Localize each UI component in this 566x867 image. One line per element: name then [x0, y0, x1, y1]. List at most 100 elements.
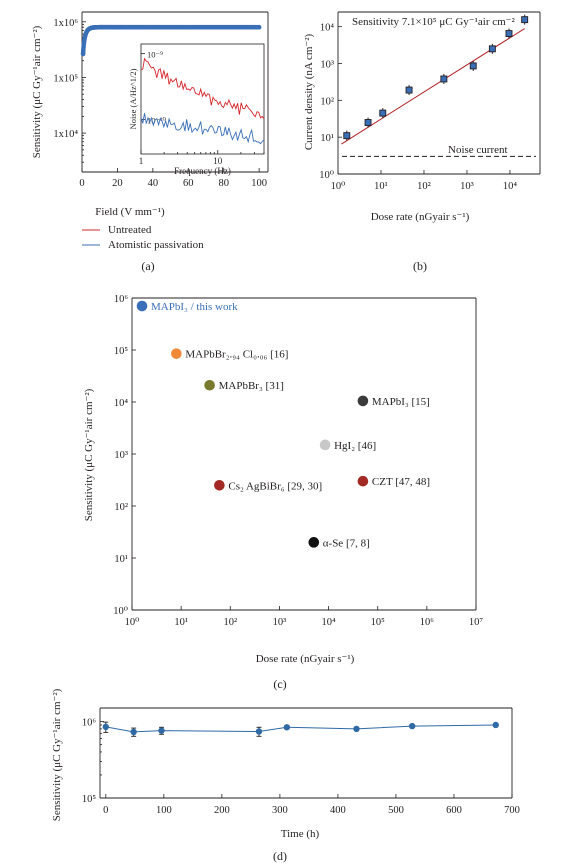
panel-d-x-tick-label: 500: [388, 805, 404, 816]
panel-d-x-label: Time (h): [281, 828, 320, 840]
panel-a-x-tick-label: 0: [79, 178, 84, 189]
inset-passivation-line: [140, 113, 265, 145]
panel-a-x-tick-label: 100: [251, 178, 267, 189]
panel-b-ticks: 10⁰ 10¹ 10² 10³ 10⁴ 10⁰ 10¹ 10² 10³ 10⁴: [319, 23, 517, 192]
panel-c-y-tick-label: 10⁰: [113, 606, 128, 617]
panel-c-point: [204, 379, 215, 391]
panel-b-y-tick-label: 10⁰: [319, 170, 334, 181]
panel-b-y-tick-label: 10¹: [320, 133, 334, 144]
panel-c-point-label: MAPbI₃ / this work: [151, 301, 238, 313]
panel-b-point: [469, 62, 477, 70]
panel-a-point: [256, 24, 262, 30]
panel-b-y-tick-label: 10³: [320, 59, 334, 70]
panel-c-point-label: CZT [47, 48]: [372, 476, 430, 488]
panel-d-x-tick-label: 200: [214, 805, 230, 816]
panel-d-x-tick-label: 100: [156, 805, 172, 816]
inset-y-label: Noise (A/Hz^1/2): [128, 68, 138, 129]
panel-d-point: [408, 722, 416, 730]
panel-b-annotation: Sensitivity 7.1×10⁵ μC Gy⁻¹air cm⁻²: [352, 16, 515, 28]
noise-current-label: Noise current: [448, 144, 508, 156]
panel-c-point-label: Cs₂ AgBiBr₆ [29, 30]: [228, 480, 322, 492]
panel-b-y-label: Current density (nA cm⁻²): [303, 34, 315, 151]
panel-b-point: [488, 45, 496, 53]
panel-b-point: [440, 75, 448, 83]
panel-d-ticks: 0 100 200 300 400 500 600 700 10⁵ 10⁶: [82, 717, 520, 816]
panel-b-x-tick-label: 10⁴: [503, 181, 518, 192]
panel-b-x-label: Dose rate (nGyair s⁻¹): [371, 211, 470, 223]
panel-c-x-tick-label: 10⁵: [371, 617, 386, 628]
panel-c-point: [357, 395, 369, 407]
panel-a-y-tick-label: 1x10⁴: [53, 129, 78, 140]
panel-d-point: [353, 725, 360, 733]
panel-a-caption: (a): [141, 259, 154, 273]
panel-b-point: [379, 109, 387, 117]
panel-c-point: [308, 537, 320, 548]
panel-c-point: [319, 439, 331, 451]
panel-d-caption: (d): [273, 849, 287, 863]
legend-untreated-label: Untreated: [108, 224, 152, 236]
panel-c-x-tick-label: 10³: [273, 617, 287, 628]
panel-c-x-tick-label: 10²: [223, 617, 237, 628]
panel-a-x-tick-label: 80: [218, 178, 229, 189]
panel-a-inset: 1 10 10⁻⁹ 10⁻¹⁰ Frequency (Hz) Noise (A/Hz^1/…: [128, 50, 265, 176]
panel-d-x-tick-label: 400: [330, 805, 346, 816]
panel-b-caption: (b): [413, 259, 427, 273]
panel-c-point-label: MAPbBr₂.₉₄ Cl₀.₀₆ [16]: [185, 349, 288, 361]
panel-c-y-tick-label: 10¹: [114, 554, 128, 565]
panel-c-point-label: HgI₂ [46]: [334, 440, 376, 452]
panel-c-x-tick-label: 10⁷: [469, 617, 484, 628]
inset-untreated-line: [140, 57, 265, 119]
panel-c-point: [357, 475, 369, 487]
panel-b-chart: 10⁰ 10¹ 10² 10³ 10⁴ 10⁰ 10¹ 10² 10³ 10⁴ Sensitivi…: [303, 11, 541, 273]
panel-d-series: [102, 721, 499, 737]
panel-a-x-tick-label: 40: [148, 178, 159, 189]
panel-c-point-label: MAPbI₃ [15]: [372, 396, 430, 408]
panel-b-x-tick-label: 10³: [460, 181, 474, 192]
panel-b-x-tick-label: 10²: [417, 181, 431, 192]
panel-a-ticks: 0 20 40 60 80 100 1x10⁴ 1x10⁵ 1x10⁶: [53, 18, 267, 189]
panel-d-y-label: Sensitivity (μC Gy⁻¹air cm⁻²): [51, 688, 63, 821]
panel-b-y-tick-label: 10⁴: [320, 23, 335, 34]
panel-b-y-tick-label: 10²: [320, 96, 334, 107]
panel-d-x-tick-label: 700: [504, 805, 520, 816]
panel-c-y-tick-label: 10⁴: [114, 398, 129, 409]
panel-a-y-tick-label: 1x10⁶: [53, 18, 78, 29]
inset-x-tick-label: 10: [213, 156, 223, 166]
panel-c-point: [171, 348, 182, 359]
panel-b-point: [405, 86, 413, 94]
panel-c-x-tick-label: 10⁴: [321, 617, 336, 628]
panel-b-point: [505, 30, 513, 37]
panel-c-y-label: Sensitivity (μC Gy⁻¹air cm⁻²): [83, 388, 95, 521]
panel-c-chart: 10⁰ 10¹ 10² 10³ 10⁴ 10⁵ 10⁶ 10⁷ 10⁰ 10¹ 10² 10³ 10⁴ 1…: [83, 294, 483, 691]
panel-d-point: [283, 724, 291, 731]
panel-d-y-tick-label: 10⁶: [82, 717, 97, 728]
panel-d-x-tick-label: 0: [103, 805, 108, 816]
panel-c-point: [214, 480, 225, 491]
panel-c-y-tick-label: 10²: [114, 502, 128, 513]
panel-c-y-tick-label: 10³: [114, 450, 128, 461]
inset-x-label: Frequency (Hz): [174, 166, 231, 176]
panel-d-point: [492, 721, 499, 729]
panel-b-series: [341, 14, 536, 157]
panel-a-x-tick-label: 60: [183, 178, 194, 189]
panel-b-point: [521, 16, 529, 24]
panel-c-point-label: α-Se [7, 8]: [323, 537, 370, 549]
panel-c-point-label: MAPbBr₃ [31]: [219, 380, 284, 392]
panel-b-point: [343, 132, 351, 140]
panel-b-x-tick-label: 10¹: [374, 181, 388, 192]
inset-y-tick-label: 10⁻⁹: [147, 50, 163, 60]
panel-d-point: [158, 727, 165, 734]
panel-a-y-label: Sensitivity (μC Gy⁻¹air cm⁻²): [31, 25, 43, 158]
panel-c-x-tick-label: 10⁶: [420, 617, 435, 628]
panel-d-x-tick-label: 600: [446, 805, 462, 816]
panel-a-series: [80, 24, 262, 57]
inset-x-tick-label: 1: [139, 156, 144, 166]
panel-a-x-tick-label: 20: [112, 178, 123, 189]
panel-c-x-tick-label: 10⁰: [125, 617, 140, 628]
panel-d-point: [255, 728, 263, 735]
panel-c-x-tick-label: 10¹: [174, 617, 188, 628]
panel-d-y-tick-label: 10⁵: [82, 794, 97, 805]
panel-a-chart: 0 20 40 60 80 100 1x10⁴ 1x10⁵ 1x10⁶ 1 10 10⁻⁹ 10⁻¹⁰…: [31, 11, 269, 273]
panel-c-x-label: Dose rate (nGyair s⁻¹): [256, 653, 355, 665]
